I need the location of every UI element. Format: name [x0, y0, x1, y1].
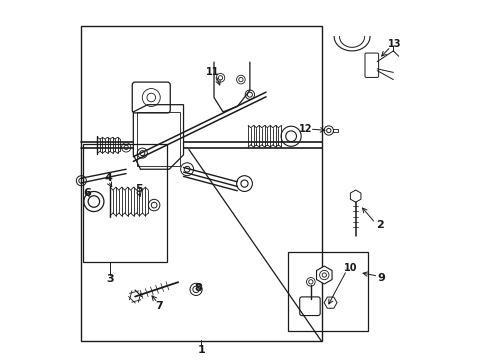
Bar	[137, 112, 180, 166]
Text: 10: 10	[343, 263, 356, 273]
Text: 4: 4	[104, 173, 112, 183]
Bar	[332, 129, 338, 132]
Text: 5: 5	[135, 184, 142, 194]
Bar	[81, 26, 321, 341]
Text: 1: 1	[197, 345, 205, 355]
Text: 2: 2	[375, 220, 383, 230]
Text: 11: 11	[206, 67, 219, 77]
Text: 3: 3	[106, 274, 114, 284]
Polygon shape	[316, 266, 331, 284]
Text: 7: 7	[155, 301, 163, 311]
Text: 6: 6	[83, 188, 91, 198]
Polygon shape	[350, 190, 360, 202]
Text: 12: 12	[299, 124, 312, 134]
Text: 13: 13	[387, 40, 400, 49]
Bar	[287, 252, 367, 330]
Text: 8: 8	[194, 283, 202, 293]
Polygon shape	[324, 297, 336, 308]
Text: 9: 9	[377, 273, 385, 283]
Bar	[83, 144, 167, 262]
